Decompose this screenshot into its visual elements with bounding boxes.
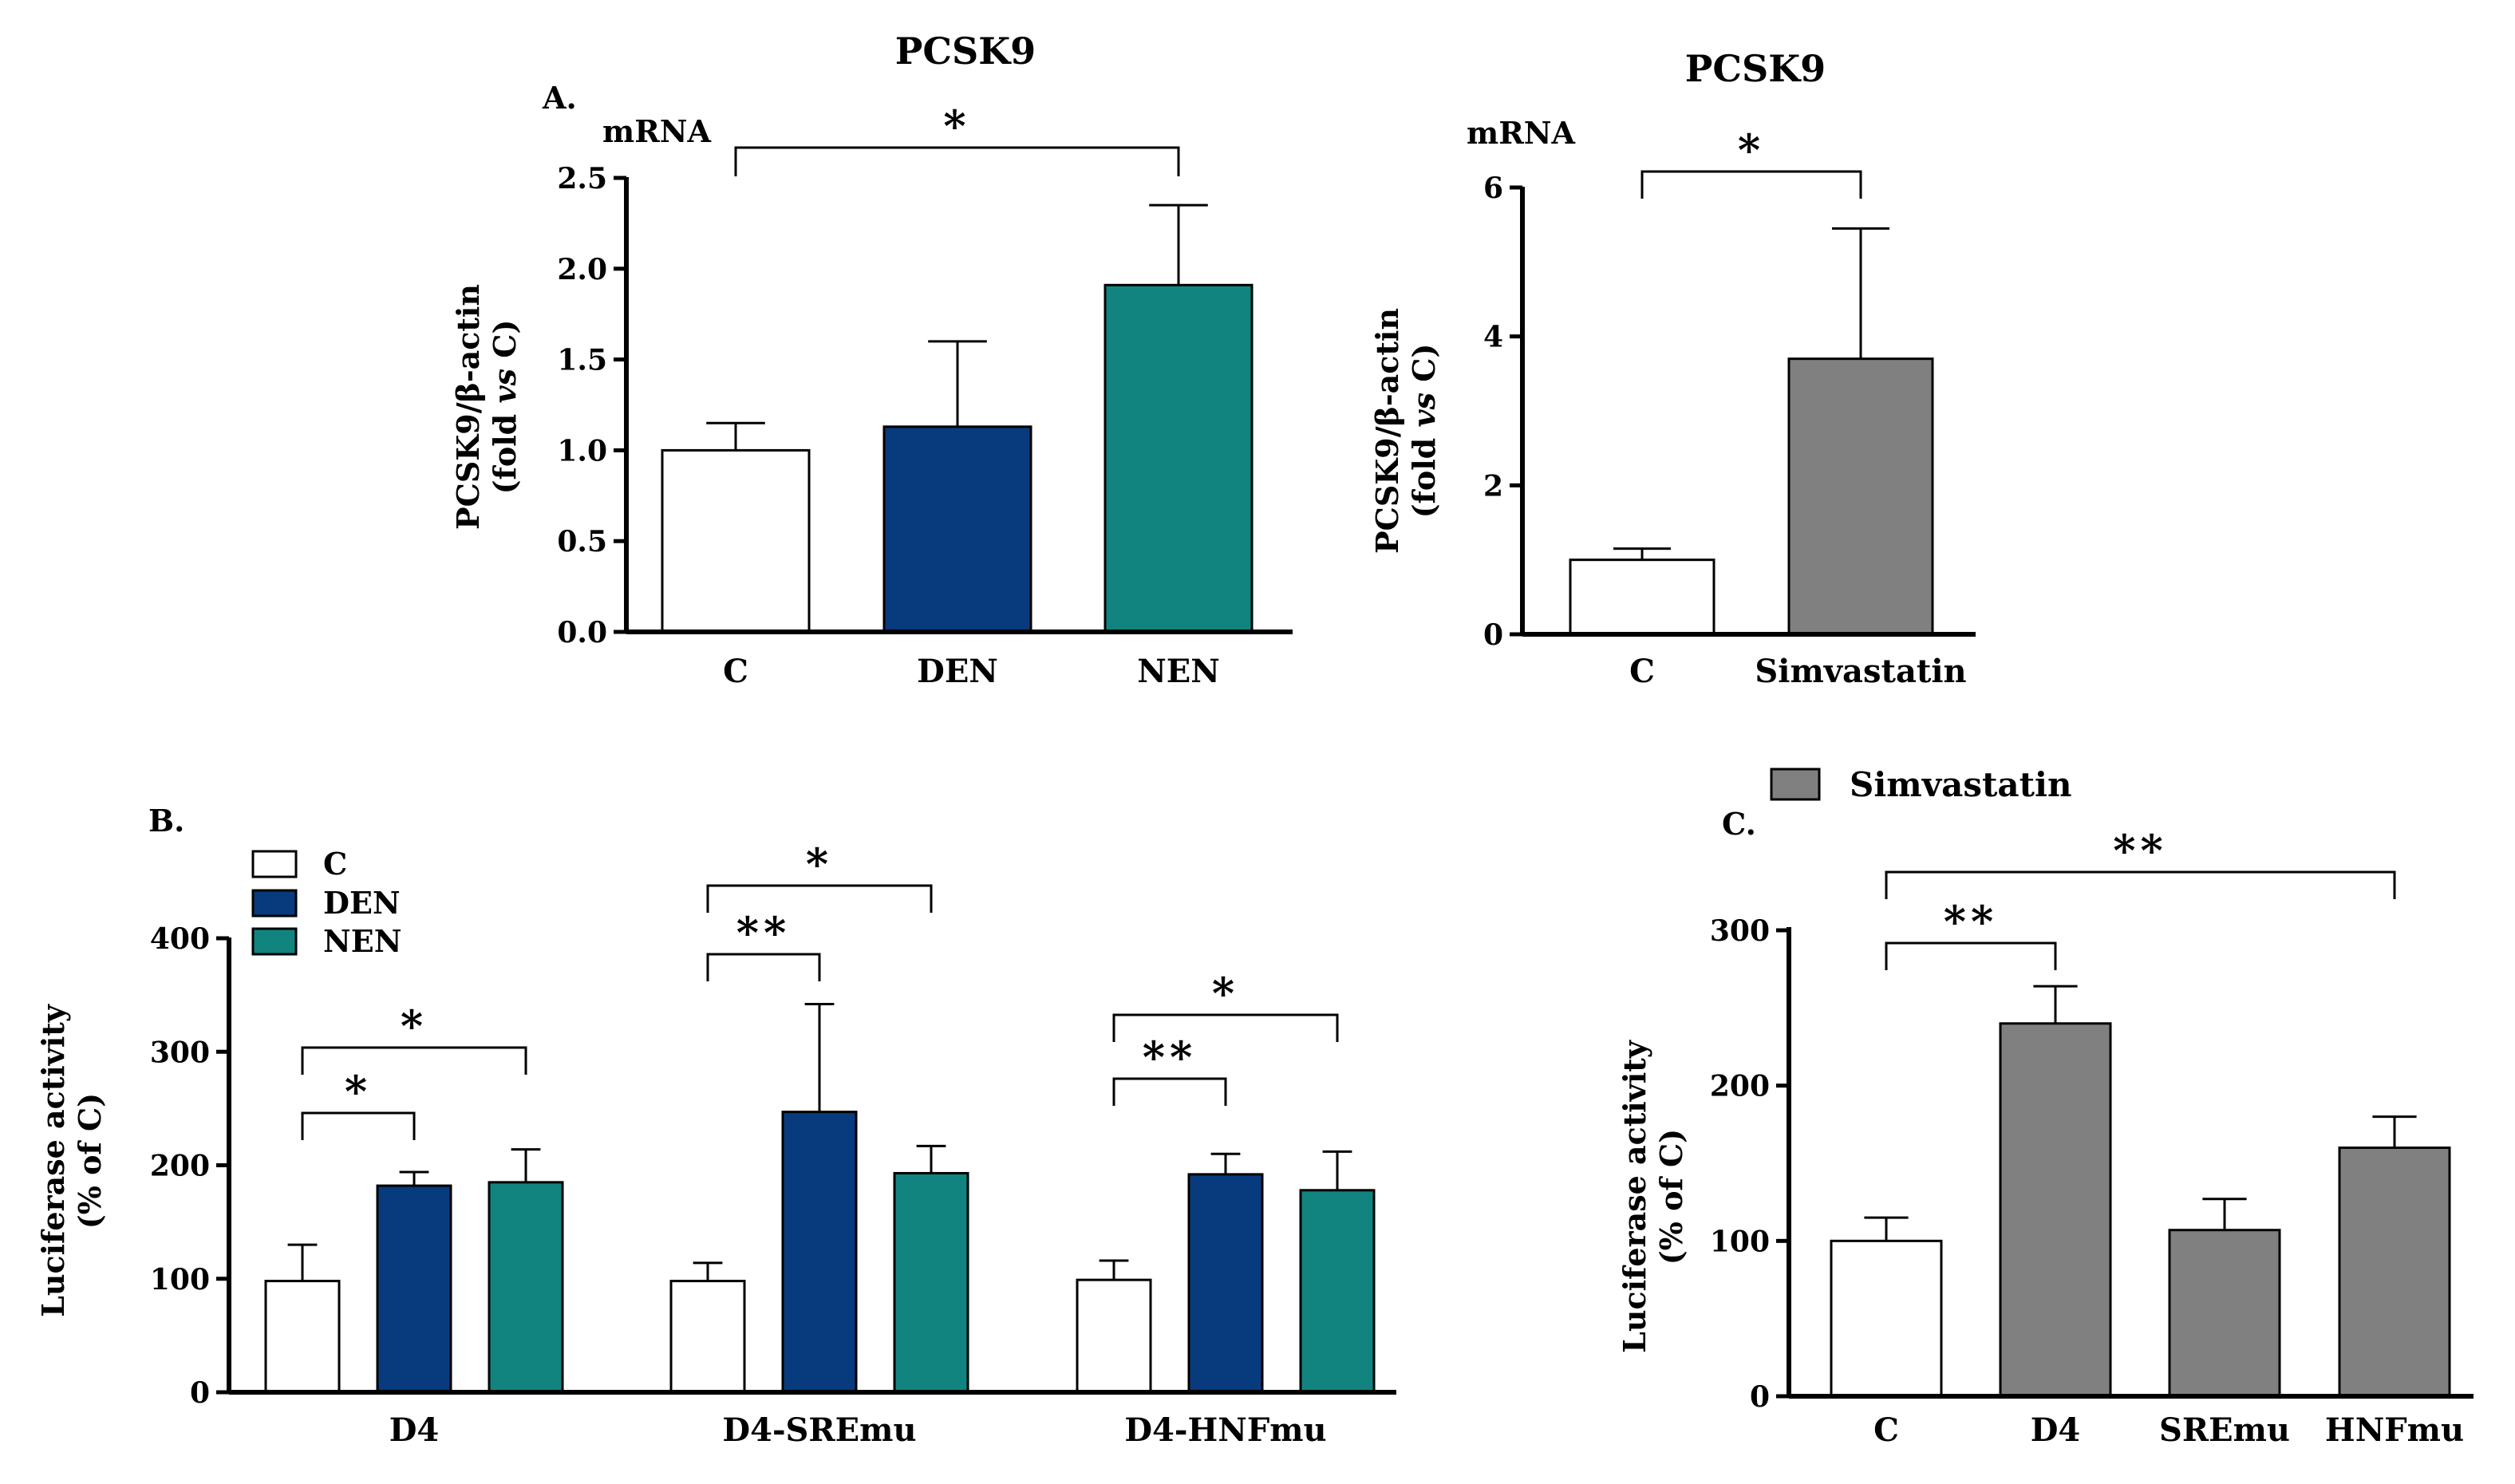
- a-right-simvastatin-bar: [1787, 357, 1934, 636]
- c-category-label: SREmu: [2159, 1411, 2290, 1449]
- b-c-bar: [264, 1280, 341, 1394]
- b-significance-bracket: [1112, 1013, 1339, 1042]
- a-left-ytick-label: 0.0: [557, 616, 607, 649]
- c-ytick-label: 0: [1750, 1380, 1770, 1414]
- b-nen-bar: [893, 1171, 969, 1394]
- a-left-significance-stars: *: [943, 101, 970, 152]
- b-den-bar: [1187, 1173, 1264, 1394]
- a-left-category-label: NEN: [1137, 653, 1220, 690]
- legend-label-nen: NEN: [323, 923, 401, 959]
- c-category-label: C: [1873, 1411, 1899, 1449]
- panel-b-label: B.: [148, 803, 184, 839]
- c-d4-bar: [1999, 1022, 2112, 1398]
- b-c-bar: [1076, 1278, 1152, 1394]
- c-ytick-label: 300: [1710, 914, 1770, 948]
- a-right-category-label: Simvastatin: [1755, 653, 1966, 690]
- b-significance-stars: *: [345, 1066, 372, 1117]
- c-sremu-bar: [2168, 1229, 2281, 1398]
- b-nen-bar: [488, 1181, 564, 1394]
- b-significance-stars: **: [1143, 1032, 1197, 1083]
- a-right-c-bar: [1569, 558, 1715, 636]
- b-significance-bracket: [301, 1046, 527, 1075]
- panel-b-legend: C DEN NEN: [251, 846, 401, 959]
- panel-a-label: A.: [542, 80, 577, 116]
- a-right-category-label: C: [1629, 653, 1655, 690]
- c-ytick-label: 100: [1710, 1225, 1770, 1258]
- b-significance-stars: **: [736, 907, 791, 958]
- a-left-ytick-label: 2.0: [557, 253, 607, 286]
- b-den-bar: [781, 1111, 858, 1394]
- b-den-bar: [376, 1184, 452, 1394]
- panel-b-ylabel-line2: (% of C): [72, 1093, 108, 1229]
- panel-a-right-subtitle: mRNA: [1467, 115, 1576, 151]
- panel-a-right-title: PCSK9: [1685, 47, 1826, 90]
- a-right-ytick-label: 2: [1483, 469, 1503, 503]
- a-left-nen-bar: [1104, 283, 1254, 633]
- a-left-ytick-label: 2.5: [557, 162, 607, 195]
- c-significance-bracket: [1885, 870, 2396, 899]
- panel-a-left-title: PCSK9: [895, 30, 1036, 73]
- a-right-ytick-label: 4: [1483, 321, 1503, 354]
- legend-label-simvastatin: Simvastatin: [1850, 765, 2072, 804]
- legend-swatch-nen: [251, 927, 298, 956]
- c-significance-stars: **: [1944, 896, 1998, 947]
- a-left-c-bar: [661, 448, 811, 633]
- b-nen-bar: [1299, 1189, 1376, 1394]
- a-left-ytick-label: 1.5: [557, 344, 607, 377]
- a-left-category-label: DEN: [917, 653, 998, 690]
- b-significance-stars: *: [1212, 968, 1239, 1019]
- c-c-bar: [1830, 1239, 1943, 1398]
- c-category-label: HNFmu: [2325, 1411, 2464, 1449]
- a-left-significance-bracket: [734, 146, 1180, 176]
- panel-a-right-chart: PCSK9 mRNA PCSK9/β-actin (fold vs C) 0 2 4…: [1369, 47, 1976, 690]
- b-significance-stars: *: [806, 839, 833, 890]
- c-category-label: D4: [2031, 1411, 2081, 1449]
- a-left-den-bar: [882, 425, 1032, 633]
- a-right-ytick-label: 0: [1483, 618, 1503, 652]
- panel-c-chart: C. Simvastatin Luciferase activity (% of…: [1617, 765, 2474, 1449]
- panel-c-label: C.: [1722, 806, 1756, 842]
- b-ytick-label: 200: [150, 1150, 210, 1183]
- b-ytick-label: 400: [150, 922, 210, 956]
- panel-a-left-ylabel-line1: PCSK9/β-actin: [450, 284, 486, 530]
- b-c-bar: [669, 1280, 746, 1394]
- a-left-ytick-label: 0.5: [557, 525, 607, 558]
- panel-b-chart: B. Luciferase activity (% of C) 0 100 200 3…: [35, 803, 1396, 1449]
- panel-a-left-ylabel-line2: (fold vs C): [487, 320, 523, 495]
- a-right-significance-bracket: [1640, 170, 1862, 199]
- c-significance-bracket: [1885, 941, 2057, 970]
- legend-swatch-den: [251, 889, 298, 918]
- legend-label-c: C: [323, 846, 347, 882]
- panel-a-left-subtitle: mRNA: [602, 113, 712, 149]
- legend-label-den: DEN: [323, 885, 401, 921]
- panel-a-right-ylabel-line2: (fold vs C): [1406, 344, 1442, 519]
- a-left-category-label: C: [723, 653, 748, 690]
- b-ytick-label: 0: [190, 1376, 210, 1410]
- b-significance-bracket: [706, 884, 933, 913]
- panel-c-ylabel-line1: Luciferase activity: [1617, 1040, 1652, 1353]
- b-ytick-label: 100: [150, 1263, 210, 1297]
- b-category-label: D4-HNFmu: [1124, 1411, 1326, 1449]
- b-ytick-label: 300: [150, 1036, 210, 1069]
- c-ytick-label: 200: [1710, 1070, 1770, 1103]
- b-category-label: D4: [389, 1411, 440, 1449]
- legend-swatch-simvastatin: [1770, 768, 1821, 801]
- c-significance-stars: **: [2113, 825, 2167, 876]
- a-right-significance-stars: *: [1738, 124, 1765, 176]
- b-significance-bracket: [1112, 1077, 1227, 1106]
- panel-c-ylabel-line2: (% of C): [1653, 1129, 1689, 1265]
- panel-b-ylabel-line1: Luciferase activity: [35, 1004, 71, 1317]
- b-significance-bracket: [706, 953, 821, 981]
- b-significance-bracket: [301, 1111, 416, 1140]
- panel-a-left-chart: A. PCSK9 mRNA PCSK9/β-actin (fold vs C) …: [450, 30, 1293, 690]
- legend-swatch-c: [251, 850, 298, 878]
- b-significance-stars: *: [401, 1001, 428, 1052]
- panel-a-right-ylabel-line1: PCSK9/β-actin: [1369, 308, 1405, 554]
- c-hnfmu-bar: [2338, 1147, 2451, 1398]
- a-right-ytick-label: 6: [1483, 172, 1503, 205]
- a-left-ytick-label: 1.0: [557, 434, 607, 468]
- b-category-label: D4-SREmu: [722, 1411, 916, 1449]
